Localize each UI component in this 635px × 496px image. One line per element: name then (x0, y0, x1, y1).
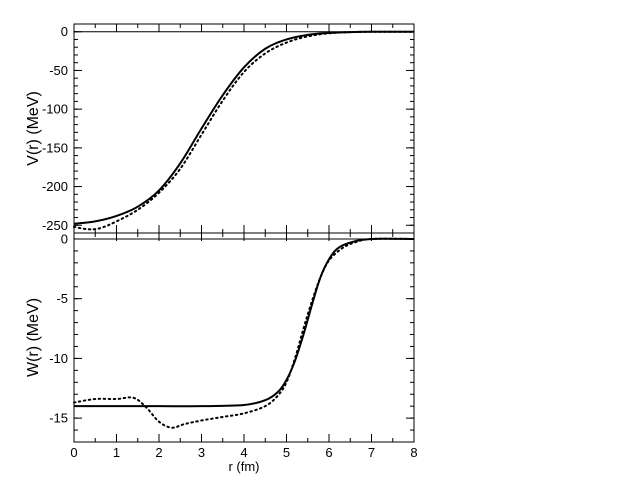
v-panel-y-tick-label: -150 (42, 140, 68, 155)
w-panel-x-tick-label: 4 (240, 445, 247, 460)
v-panel-y-tick-label: -250 (42, 218, 68, 233)
v-panel-ylabel: V(r) (MeV) (25, 91, 42, 166)
v-panel-series-solid-line (73, 30, 414, 225)
w-panel-x-tick-label: 0 (70, 445, 77, 460)
v-panel-frame (73, 23, 415, 234)
w-panel-x-tick-label: 6 (325, 445, 332, 460)
w-panel-frame (73, 232, 415, 443)
w-panel-xlabel: r (fm) (228, 459, 259, 474)
v-panel-y-tick-label: 0 (61, 24, 68, 39)
w-panel-y-tick-label: -15 (49, 411, 68, 426)
w-panel-y-tick-label: -10 (49, 351, 68, 366)
w-panel-x-tick-label: 5 (283, 445, 290, 460)
v-panel-series-dotted-line (73, 30, 415, 231)
w-panel-x-tick-label: 7 (368, 445, 375, 460)
w-panel-series-solid-line (73, 237, 415, 408)
w-panel-series-dotted-line (73, 237, 415, 429)
w-panel-x-tick-label: 1 (113, 445, 120, 460)
w-panel-x-tick-label: 3 (198, 445, 205, 460)
w-panel-y-tick-label: 0 (61, 231, 68, 246)
v-panel-y-tick-label: -100 (42, 102, 68, 117)
w-panel-ylabel: W(r) (MeV) (25, 298, 42, 377)
v-panel-y-tick-label: -50 (49, 63, 68, 78)
w-panel-y-tick-label: -5 (56, 291, 68, 306)
w-panel-x-tick-label: 2 (155, 445, 162, 460)
w-panel-x-tick-label: 8 (410, 445, 417, 460)
v-panel-y-tick-label: -200 (42, 179, 68, 194)
